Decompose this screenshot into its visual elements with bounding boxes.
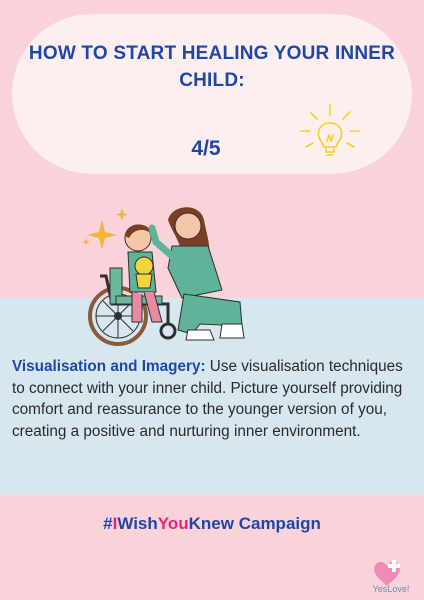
section-heading: Visualisation and Imagery:	[12, 358, 206, 375]
caregiver-and-child-illustration	[82, 207, 245, 346]
body-paragraph: Visualisation and Imagery: Use visualisa…	[12, 356, 414, 442]
campaign-knew: Knew	[188, 514, 234, 533]
header-pill	[12, 14, 412, 174]
content-band	[0, 298, 424, 495]
sparkle-icon	[82, 238, 90, 246]
campaign-hashtag: #IWishYouKnew Campaign	[0, 514, 424, 534]
page-counter: 4/5	[191, 137, 221, 160]
lightbulb-icon	[300, 104, 360, 156]
section-body: Use visualisation techniques to connect …	[12, 358, 403, 440]
brand-name: YesLove!	[372, 584, 410, 594]
heart-plus-icon	[374, 560, 400, 586]
campaign-word: Campaign	[233, 514, 321, 533]
campaign-wish: Wish	[117, 514, 158, 533]
campaign-i: I	[112, 514, 118, 533]
page-title: HOW TO START HEALING YOUR INNER CHILD:	[28, 43, 396, 91]
sparkle-icon	[87, 220, 117, 250]
campaign-you: You	[157, 514, 189, 533]
sparkle-icon	[116, 208, 128, 221]
campaign-hash: #	[103, 514, 113, 533]
